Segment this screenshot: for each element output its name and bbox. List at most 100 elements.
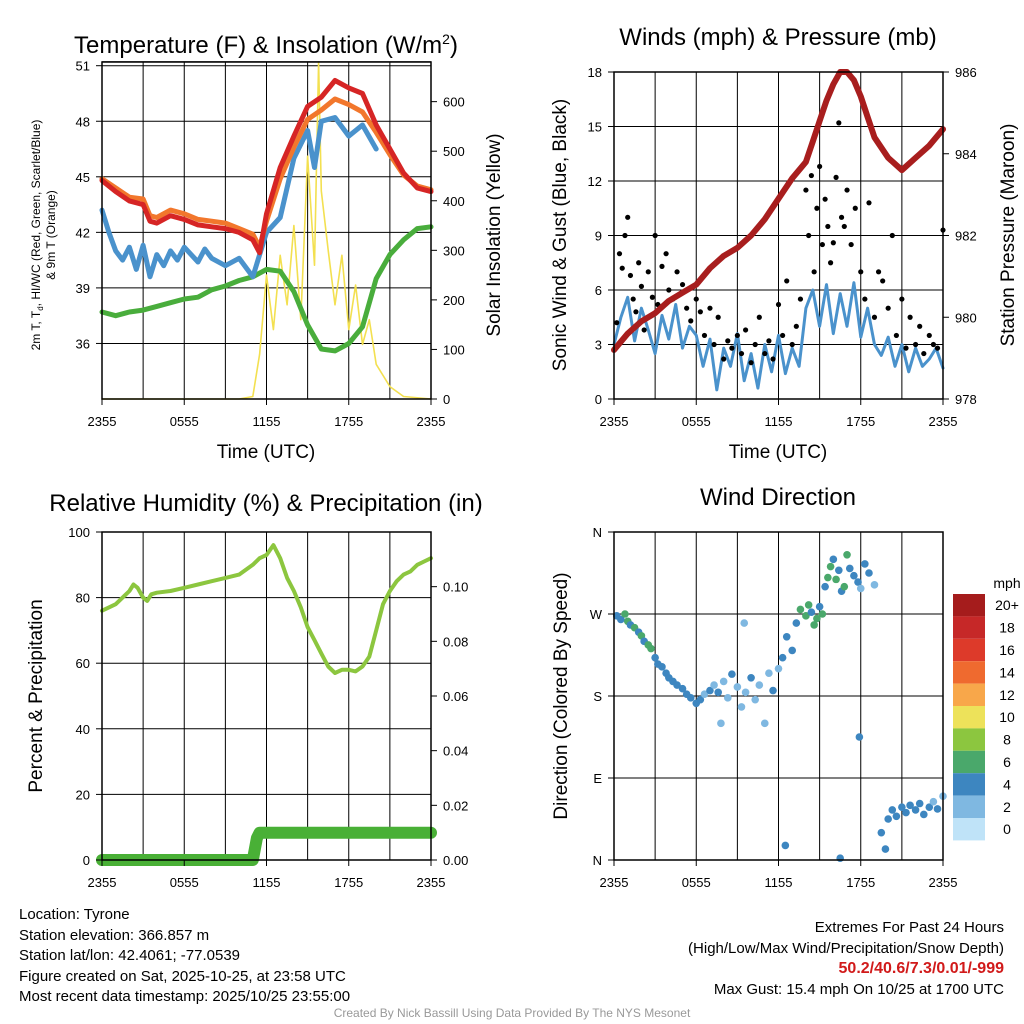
station-info: Location: Tyrone Station elevation: 366.… xyxy=(19,905,350,1008)
direction-point xyxy=(673,681,681,689)
series-line-pressure xyxy=(611,69,946,353)
y-tick-label: 15 xyxy=(588,120,602,135)
direction-point xyxy=(836,854,844,862)
gust-point xyxy=(721,356,727,362)
gust-point xyxy=(715,314,721,320)
legend-swatch xyxy=(953,616,985,639)
winds-x-axis-label: Time (UTC) xyxy=(729,442,828,463)
gust-point xyxy=(880,278,886,284)
y-tick-label: 45 xyxy=(76,170,90,185)
gust-point xyxy=(679,281,686,288)
winds-series xyxy=(611,69,946,392)
gust-point xyxy=(806,232,812,239)
y-right-tick-label: 0 xyxy=(443,392,450,407)
direction-point xyxy=(881,845,890,853)
gust-point xyxy=(766,338,772,344)
direction-point xyxy=(813,614,821,623)
direction-point xyxy=(906,801,914,810)
direction-point xyxy=(755,681,764,689)
gust-point xyxy=(817,163,823,170)
winds-chart-title: Winds (mph) & Pressure (mb) xyxy=(619,24,936,51)
direction-point xyxy=(892,812,901,821)
speed-legend: mph 20+ 18 16 14 12 10 8 6 4 2 0 xyxy=(953,575,1021,841)
direction-point xyxy=(824,573,832,582)
station-elevation: Station elevation: 366.857 m xyxy=(19,926,210,944)
direction-point xyxy=(733,683,742,691)
direction-point xyxy=(719,677,728,686)
legend-swatch xyxy=(953,728,985,751)
gust-point xyxy=(841,223,847,230)
direction-point xyxy=(920,810,928,819)
gust-point xyxy=(930,341,937,348)
gust-point xyxy=(934,345,941,351)
gust-point xyxy=(889,232,895,239)
y-right-tick-label: 600 xyxy=(443,95,465,110)
gust-point xyxy=(793,323,799,329)
legend-label: 0 xyxy=(1003,821,1011,837)
gust-point xyxy=(616,251,623,257)
direction-point xyxy=(714,688,722,697)
direction-point xyxy=(835,566,843,575)
gust-point xyxy=(641,327,647,333)
y-tick-label: 39 xyxy=(76,281,90,296)
y-tick-label: 80 xyxy=(76,591,90,606)
direction-point xyxy=(647,644,655,653)
gust-point xyxy=(780,332,786,339)
x-tick-label: 0555 xyxy=(682,875,711,890)
gust-point xyxy=(885,305,891,311)
gust-point xyxy=(625,214,631,220)
legend-swatch xyxy=(953,773,985,796)
humidity-y-axis-label: Percent & Precipitation xyxy=(26,599,47,792)
gust-point xyxy=(866,200,872,206)
gust-point xyxy=(636,260,642,266)
gust-point xyxy=(770,356,776,362)
y-right-tick-label: 0.08 xyxy=(443,634,468,649)
gust-point xyxy=(814,205,820,211)
series-line-dewpoint xyxy=(99,224,434,354)
gust-point xyxy=(830,240,836,246)
y-right-tick-label: 0.04 xyxy=(443,744,468,759)
direction-point xyxy=(888,806,897,814)
direction-point xyxy=(740,619,749,627)
gust-point xyxy=(684,305,690,311)
direction-point xyxy=(802,612,810,620)
direction-point xyxy=(717,719,725,728)
y-tick-label: E xyxy=(593,771,602,786)
direction-point xyxy=(788,646,797,655)
gust-point xyxy=(836,120,842,126)
gust-point xyxy=(893,332,899,339)
y-right-tick-label: 0.06 xyxy=(443,689,468,704)
gust-point xyxy=(663,251,669,257)
direction-point xyxy=(678,684,687,693)
temperature-x-axis-label: Time (UTC) xyxy=(217,442,316,463)
direction-point xyxy=(774,664,783,673)
gust-point xyxy=(619,265,625,271)
gust-point xyxy=(738,350,745,357)
x-tick-label: 2355 xyxy=(417,414,446,429)
figure-created: Figure created on Sat, 2025-10-25, at 23… xyxy=(19,967,346,985)
direction-point xyxy=(807,608,816,616)
direction-point xyxy=(782,632,791,641)
gust-point xyxy=(852,205,858,211)
legend-label: 4 xyxy=(1003,776,1011,792)
max-gust: Max Gust: 15.4 mph On 10/25 at 1700 UTC xyxy=(713,980,1004,998)
y-right-tick-label: 980 xyxy=(955,310,977,325)
y-right-tick-label: 982 xyxy=(955,229,977,244)
gust-point xyxy=(627,272,634,279)
x-tick-label: 0555 xyxy=(682,414,711,429)
humidity-axis-ticks: 2355 0555 1155 1755 2355 0 20 40 60 80 100 0.00 0.02… xyxy=(68,525,468,890)
temperature-grid xyxy=(102,62,431,399)
winds-y-axis-label: Sonic Wind & Gust (Blue, Black) xyxy=(550,99,571,371)
direction-point xyxy=(621,610,629,618)
legend-swatch xyxy=(953,706,985,729)
x-tick-label: 2355 xyxy=(929,414,958,429)
direction-point xyxy=(902,808,910,817)
gust-point xyxy=(838,214,845,220)
y-tick-label: 60 xyxy=(76,656,90,671)
direction-point xyxy=(884,815,892,823)
wind-direction-y-axis-label: Direction (Colored By Speed) xyxy=(551,572,572,819)
gust-point xyxy=(756,314,762,320)
humidity-chart-title: Relative Humidity (%) & Precipitation (i… xyxy=(49,490,482,517)
direction-point xyxy=(856,584,865,593)
temperature-insolation-panel: Temperature (F) & Insolation (W/m2) 2355… xyxy=(29,31,505,463)
